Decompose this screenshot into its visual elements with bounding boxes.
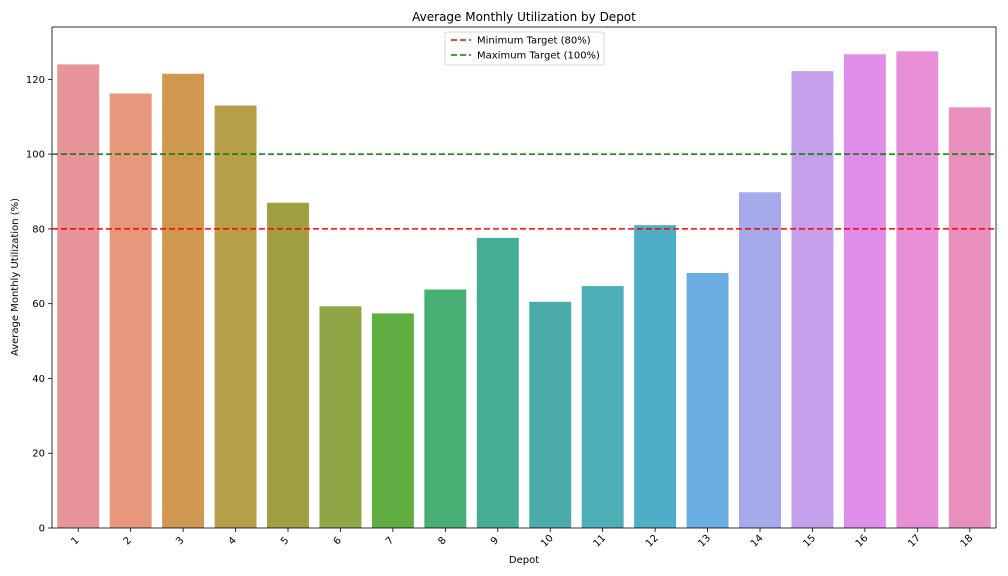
x-tick-label-5: 5 xyxy=(279,535,291,547)
axes-frame xyxy=(51,26,997,529)
bar-14 xyxy=(739,192,781,528)
bar-18 xyxy=(948,107,991,528)
x-tick-label-9: 9 xyxy=(489,535,501,547)
bar-4 xyxy=(214,105,257,528)
bar-10 xyxy=(529,301,572,528)
bar-2 xyxy=(109,93,152,528)
bar-8 xyxy=(424,289,467,528)
bar-6 xyxy=(319,306,362,528)
x-tick-label-10: 10 xyxy=(539,533,556,550)
y-axis-label: Average Monthly Utilization (%) xyxy=(10,198,21,356)
y-tick-label-40: 40 xyxy=(32,374,45,385)
bar-17 xyxy=(896,51,939,528)
bar-11 xyxy=(581,286,624,528)
bar-1 xyxy=(57,64,100,528)
legend-label-minimum: Minimum Target (80%) xyxy=(477,36,591,47)
x-tick-label-13: 13 xyxy=(696,533,713,550)
y-tick-label-20: 20 xyxy=(32,449,45,460)
x-tick-label-1: 1 xyxy=(69,535,81,547)
bar-15 xyxy=(791,71,834,528)
x-tick-label-4: 4 xyxy=(227,535,239,547)
x-axis-label: Depot xyxy=(509,555,539,566)
x-tick-label-6: 6 xyxy=(332,535,344,547)
x-tick-label-17: 17 xyxy=(906,533,923,550)
y-tick-label-80: 80 xyxy=(32,224,45,235)
chart-title: Average Monthly Utilization by Depot xyxy=(412,10,636,24)
bar-12 xyxy=(634,225,677,528)
x-tick-label-18: 18 xyxy=(959,533,976,550)
bar-7 xyxy=(371,313,414,528)
x-tick-label-3: 3 xyxy=(174,535,186,547)
bar-16 xyxy=(843,54,886,529)
y-tick-label-0: 0 xyxy=(39,524,45,535)
bar-13 xyxy=(686,273,729,528)
y-tick-label-60: 60 xyxy=(32,299,45,310)
legend-label-maximum: Maximum Target (100%) xyxy=(477,51,600,62)
y-tick-label-100: 100 xyxy=(26,150,45,161)
x-tick-label-11: 11 xyxy=(592,533,609,550)
x-tick-label-8: 8 xyxy=(436,535,448,547)
legend-box xyxy=(444,31,605,66)
x-tick-label-12: 12 xyxy=(644,533,661,550)
bar-5 xyxy=(267,202,309,528)
x-tick-label-16: 16 xyxy=(854,533,871,550)
bar-9 xyxy=(476,237,519,528)
x-tick-label-15: 15 xyxy=(801,533,818,550)
x-tick-label-7: 7 xyxy=(384,535,396,547)
y-tick-label-120: 120 xyxy=(26,75,45,86)
x-tick-label-14: 14 xyxy=(749,533,766,550)
x-tick-label-2: 2 xyxy=(122,535,134,547)
bar-3 xyxy=(162,73,205,528)
